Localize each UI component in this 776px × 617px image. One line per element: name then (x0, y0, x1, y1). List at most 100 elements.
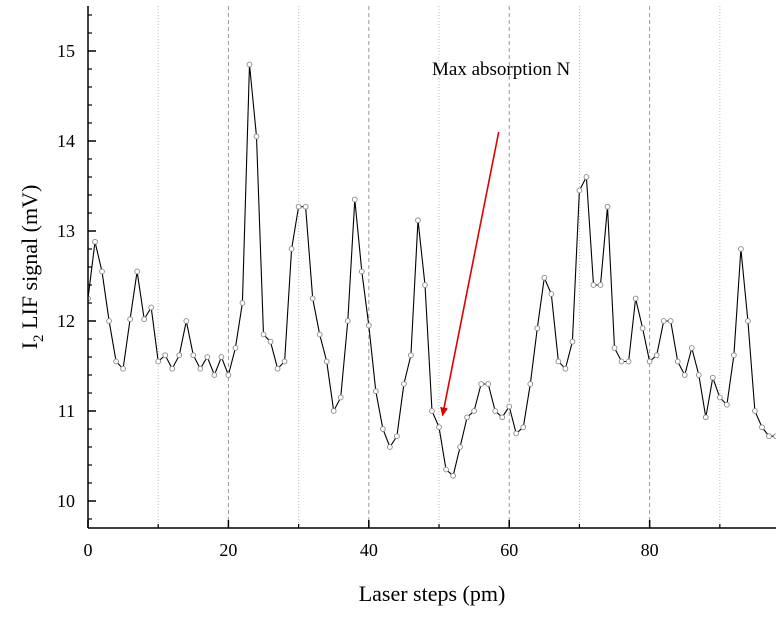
x-tick-label: 20 (219, 540, 237, 560)
data-point (162, 352, 169, 359)
data-point (478, 381, 484, 387)
data-point (372, 388, 379, 395)
data-point (267, 338, 274, 345)
x-tick-label: 60 (500, 540, 518, 560)
data-point (302, 203, 309, 210)
data-point (569, 338, 576, 345)
data-point (436, 424, 442, 431)
data-point (639, 325, 646, 332)
data-point (309, 295, 316, 302)
data-point (99, 268, 105, 275)
data-point (688, 345, 695, 351)
y-tick-label: 11 (58, 401, 75, 421)
data-point (422, 282, 428, 288)
data-point (667, 318, 674, 324)
data-point (169, 365, 176, 372)
x-tick-label: 80 (641, 540, 659, 560)
data-point (724, 401, 730, 408)
series-layer (88, 61, 776, 479)
data-point (646, 358, 653, 365)
data-point (204, 354, 211, 360)
data-point (183, 318, 190, 324)
data-point (337, 394, 344, 401)
y-axis-title-prefix: I (17, 342, 42, 349)
data-point (702, 414, 709, 421)
data-point (239, 300, 246, 306)
annotation-label: Max absorption N (432, 59, 571, 80)
data-point (344, 318, 351, 324)
data-point (316, 331, 323, 338)
data-point (450, 472, 456, 479)
data-point (225, 372, 232, 378)
data-point (127, 316, 133, 323)
data-point (464, 414, 470, 421)
data-point (211, 372, 218, 378)
data-point (429, 408, 435, 414)
data-point (541, 274, 548, 281)
data-point (520, 424, 527, 431)
y-tick-label: 13 (57, 221, 75, 241)
y-axis-title: I2 LIF signal (mV) (17, 185, 47, 350)
data-point (499, 414, 506, 421)
data-point (387, 444, 393, 450)
data-point (408, 352, 414, 359)
data-point (506, 403, 513, 410)
data-point (752, 408, 758, 414)
data-point (604, 203, 611, 210)
data-point (134, 268, 140, 275)
data-point (548, 291, 555, 297)
data-point (443, 466, 449, 473)
data-point (358, 268, 365, 275)
data-point (709, 374, 716, 381)
data-point (716, 394, 723, 401)
data-point (190, 352, 197, 359)
data-point (113, 358, 119, 365)
data-point (106, 318, 112, 324)
annotation: Max absorption N (432, 59, 571, 417)
data-point (618, 358, 625, 365)
y-axis-title-rest: LIF signal (mV) (17, 185, 42, 335)
x-tick-label: 0 (84, 540, 93, 560)
data-point (365, 322, 372, 329)
data-point (176, 352, 183, 359)
data-point (695, 372, 702, 378)
data-point (380, 426, 386, 432)
data-point (492, 408, 499, 414)
grid (157, 6, 721, 528)
y-axis-title-subscript: 2 (31, 334, 47, 342)
data-point (260, 331, 267, 338)
data-point (681, 372, 688, 378)
data-point (562, 365, 569, 372)
series-line (88, 64, 776, 477)
y-tick-label: 14 (57, 131, 75, 151)
y-tick-label: 12 (57, 311, 75, 331)
data-point (246, 61, 253, 68)
data-point (576, 187, 583, 194)
data-point (232, 345, 239, 351)
data-point (295, 203, 302, 210)
data-point (323, 358, 330, 365)
data-point (625, 358, 632, 365)
data-point (766, 433, 772, 440)
annotation-arrow (440, 131, 500, 417)
data-point (155, 358, 162, 365)
data-point (555, 358, 562, 365)
data-point (281, 358, 288, 365)
data-point (457, 444, 463, 450)
data-point (590, 282, 597, 288)
data-point (745, 318, 751, 324)
data-point (632, 295, 639, 302)
data-point (92, 238, 98, 245)
data-point (274, 365, 281, 372)
data-point (485, 381, 492, 387)
x-tick-label: 40 (360, 540, 378, 560)
x-axis-title: Laser steps (pm) (359, 581, 506, 606)
data-point (597, 282, 604, 288)
data-point (394, 433, 400, 440)
data-point (330, 408, 337, 414)
data-point (197, 365, 204, 372)
data-point (401, 381, 407, 387)
data-point (253, 133, 260, 140)
y-tick-label: 15 (57, 41, 75, 61)
